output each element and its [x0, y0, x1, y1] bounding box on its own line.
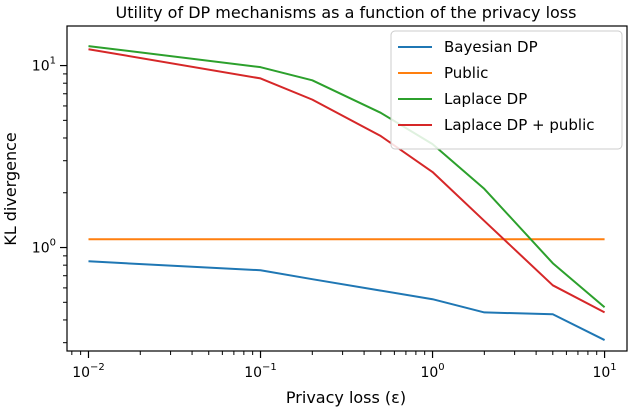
- x-tick-label-1: 10−1: [244, 362, 277, 381]
- series-line-0: [88, 260, 606, 341]
- y-tick-label-0: 100: [32, 238, 56, 257]
- legend-label-3: Laplace DP + public: [444, 116, 595, 134]
- y-axis-label: KL divergence: [1, 132, 20, 245]
- y-axis-ticks: 100 101: [32, 56, 67, 344]
- x-axis-ticks: 10−2 10−1 100 101: [71, 351, 617, 381]
- legend-box: [390, 30, 623, 150]
- legend-label-0: Bayesian DP: [444, 38, 538, 56]
- chart-title: Utility of DP mechanisms as a function o…: [116, 3, 577, 22]
- y-tick-label-1: 101: [32, 56, 56, 75]
- legend-label-1: Public: [444, 64, 488, 82]
- legend-entries: Bayesian DP Public Laplace DP Laplace DP + …: [398, 38, 595, 134]
- x-tick-label-3: 101: [592, 362, 616, 381]
- plot-frame: [66, 25, 628, 352]
- x-axis-label: Privacy loss (ε): [286, 388, 406, 407]
- x-tick-label-0: 10−2: [72, 362, 105, 381]
- legend: Bayesian DP Public Laplace DP Laplace DP + …: [390, 30, 623, 150]
- series-line-3: [88, 48, 606, 314]
- legend-label-2: Laplace DP: [444, 90, 527, 108]
- x-tick-label-2: 100: [420, 362, 444, 381]
